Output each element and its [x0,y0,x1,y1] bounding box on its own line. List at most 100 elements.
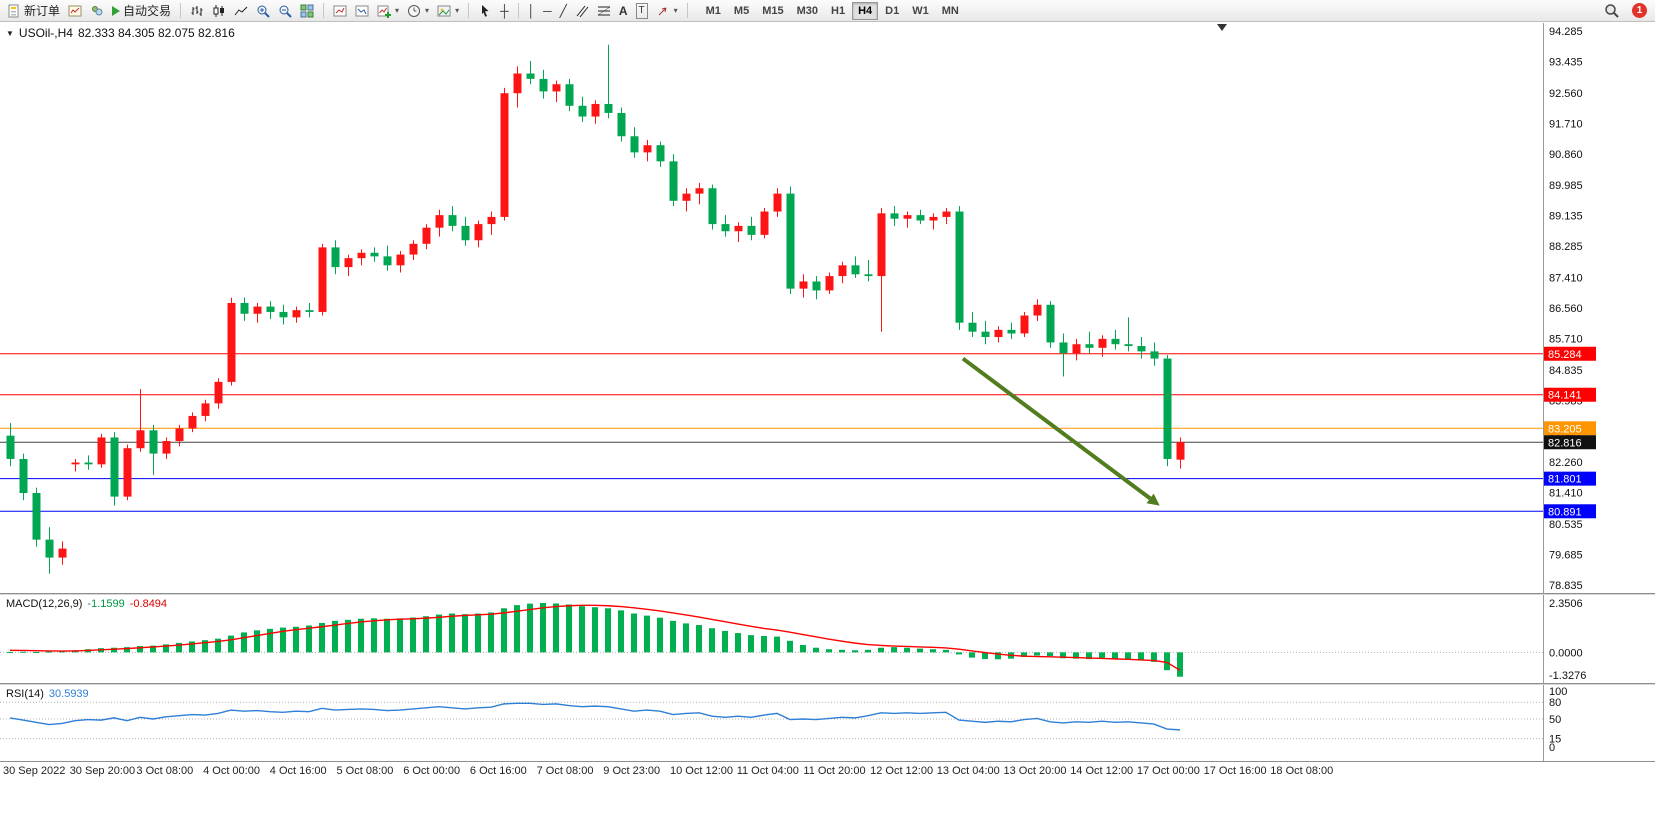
timeframe-button-h1[interactable]: H1 [831,4,846,17]
arrows-tool-button[interactable]: ▾ [653,1,681,21]
time-axis-label: 30 Sep 2022 [3,765,66,777]
play-icon [112,5,121,16]
timeframe-button-m15[interactable]: M15 [762,4,784,17]
svg-text:15: 15 [1549,734,1561,746]
time-axis-label: 7 Oct 08:00 [536,765,594,777]
notification-badge[interactable]: 1 [1632,3,1647,18]
svg-text:80.535: 80.535 [1549,519,1583,531]
price-scale[interactable] [1543,23,1655,761]
time-axis-label: 11 Oct 20:00 [803,765,866,777]
bar-chart-button[interactable] [187,1,207,21]
time-axis-label: 6 Oct 00:00 [403,765,461,777]
timeframe-button-m1[interactable]: M1 [705,4,721,17]
arrow-shape-icon [658,7,667,15]
cursor-tool-button[interactable] [475,1,495,21]
new-chart-button[interactable] [65,1,85,21]
svg-text:81.801: 81.801 [1548,474,1582,486]
add-indicator-button[interactable]: ▾ [374,1,402,21]
time-axis-label: 4 Oct 16:00 [269,765,327,777]
time-axis-label: 11 Oct 04:00 [736,765,799,777]
label-tool-icon: T [635,2,648,19]
timeframe-button-m30[interactable]: M30 [796,4,819,17]
svg-text:93.435: 93.435 [1549,56,1583,68]
timeframe-button-h4[interactable]: H4 [852,1,879,20]
crosshair-tool-button[interactable]: ┼ [497,1,512,21]
svg-text:-1.3276: -1.3276 [1549,670,1586,682]
time-axis-label: 17 Oct 00:00 [1136,765,1200,777]
zoom-out-icon [279,5,292,18]
time-axis-label: 18 Oct 08:00 [1270,765,1334,777]
line-chart-icon [234,6,248,15]
channel-icon [576,5,589,17]
time-axis-label: 5 Oct 08:00 [336,765,394,777]
channel-tool-button[interactable] [572,1,592,21]
svg-text:85.710: 85.710 [1549,333,1583,345]
period-clock-button[interactable]: ▾ [404,1,432,21]
panel-resize-divider[interactable] [0,683,1655,685]
svg-text:81.410: 81.410 [1549,488,1583,500]
text-tool-icon: A [618,3,628,18]
new-order-button[interactable]: 新订单 [4,1,63,21]
toolbar-separator [323,3,325,18]
chevron-down-icon: ▾ [673,6,678,15]
svg-text:0: 0 [1549,742,1555,754]
svg-text:100: 100 [1549,686,1567,698]
horizontal-line-tool-button[interactable]: ─ [540,1,555,21]
time-axis-label: 6 Oct 16:00 [469,765,527,777]
search-icon [1605,4,1619,18]
time-axis-label: 4 Oct 00:00 [203,765,260,777]
svg-text:84.141: 84.141 [1548,390,1582,402]
candlestick-chart-button[interactable] [209,1,229,21]
new-order-label: 新订单 [24,4,61,18]
toolbar-separator [180,3,182,18]
time-axis-label: 3 Oct 08:00 [136,765,194,777]
zoom-in-button[interactable] [253,1,273,21]
search-button[interactable] [1601,1,1622,21]
tile-windows-icon [300,4,314,17]
time-scale[interactable]: 30 Sep 2022 30 Sep 20:00 3 Oct 08:00 4 Oct … [0,761,1655,782]
timeframe-button-mn[interactable]: MN [941,4,959,17]
rsi-panel: 100 80 50 15 0 RSI(14) 30.5939 [0,685,1655,761]
svg-text:80: 80 [1549,697,1561,709]
trendline-tool-button[interactable]: ╱ [557,1,570,21]
text-tool-button[interactable]: A [616,1,631,21]
tile-windows-button[interactable] [297,1,317,21]
chevron-down-icon: ▾ [425,6,430,15]
panel-resize-divider[interactable] [0,593,1655,595]
horizontal-line-icon: ─ [543,3,552,18]
templates-button[interactable]: ▾ [434,1,462,21]
svg-text:92.560: 92.560 [1549,88,1583,100]
indicator-window-up-button[interactable] [330,1,350,21]
vertical-line-tool-button[interactable]: │ [525,1,539,21]
main-chart-canvas[interactable]: 94.285 93.435 92.560 91.710 90.860 89.985 89.1… [0,23,1655,593]
svg-text:83.205: 83.205 [1548,423,1582,435]
profiles-button[interactable] [87,1,107,21]
cursor-icon [482,4,489,17]
line-chart-button[interactable] [231,1,251,21]
indicator-window-down-button[interactable] [352,1,372,21]
new-chart-icon [68,5,82,16]
timeframe-button-w1[interactable]: W1 [912,4,929,17]
crosshair-icon: ┼ [500,3,509,18]
auto-trading-button[interactable]: 自动交易 [109,1,174,21]
indicator-down-icon [355,5,369,16]
svg-text:91.710: 91.710 [1549,118,1583,130]
svg-text:0.0000: 0.0000 [1549,647,1583,659]
svg-text:78.835: 78.835 [1549,580,1583,592]
timeframe-button-m5[interactable]: M5 [733,4,750,17]
label-tool-button[interactable]: T [633,1,651,21]
svg-text:80.891: 80.891 [1548,506,1582,518]
chevron-down-icon: ▾ [395,6,400,15]
time-axis-label: 9 Oct 23:00 [603,765,661,777]
fibonacci-icon [597,6,611,15]
chevron-down-icon: ▾ [455,6,460,15]
macd-chart-canvas[interactable]: 2.3506 0.0000 -1.3276 [0,595,1655,683]
fibonacci-tool-button[interactable] [594,1,614,21]
zoom-out-button[interactable] [275,1,295,21]
timeframe-button-d1[interactable]: D1 [885,4,900,17]
bar-chart-icon [191,5,203,16]
time-axis-label: 17 Oct 16:00 [1203,765,1267,777]
toolbar-separator [686,3,688,18]
